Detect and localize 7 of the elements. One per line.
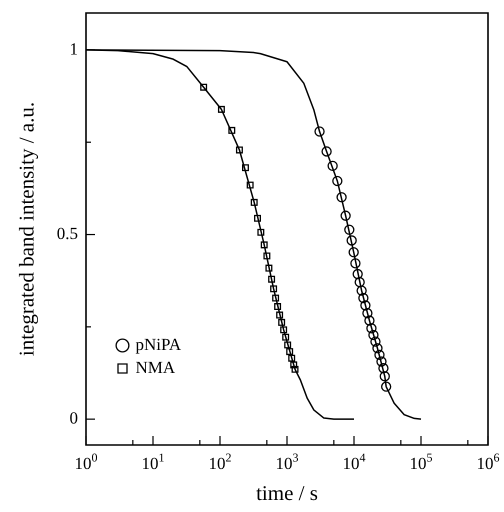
y-tick-label: 0.5: [56, 224, 78, 244]
legend-label: NMA: [136, 358, 176, 377]
x-axis-title: time / s: [256, 481, 318, 505]
legend-label: pNiPA: [136, 334, 182, 354]
y-tick-label: 1: [70, 39, 78, 58]
y-axis-title: integrated band intensity / a.u.: [14, 102, 39, 356]
y-tick-label: 0: [70, 408, 78, 428]
